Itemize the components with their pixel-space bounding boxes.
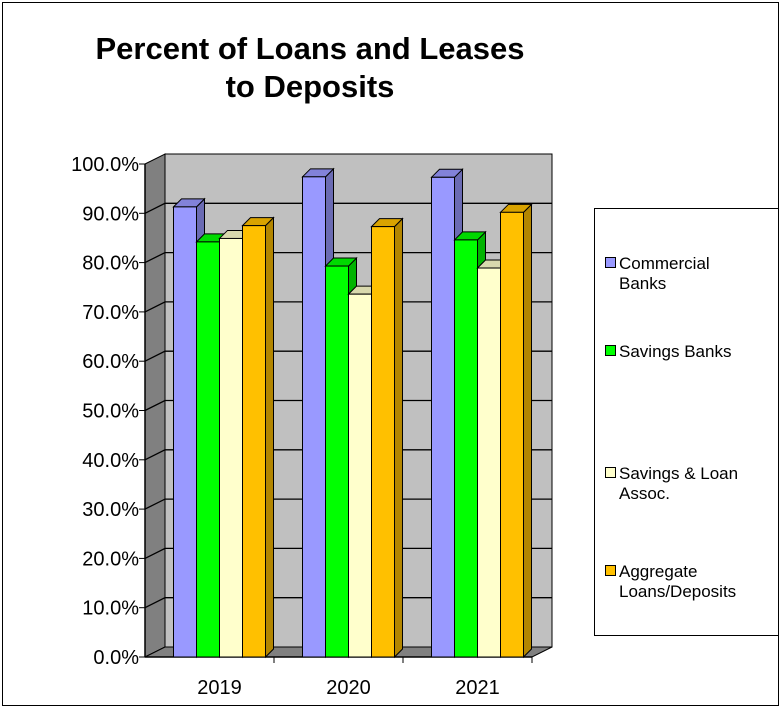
y-tick-label: 10.0% (82, 598, 139, 620)
x-tick-label: 2020 (326, 677, 371, 699)
legend-label-line: Loans/Deposits (619, 582, 737, 601)
legend-item: Aggregate Loans/Deposits (605, 562, 736, 601)
bar-front (500, 211, 524, 658)
legend-label: Savings & Loan Assoc. (619, 464, 779, 504)
bar-front (219, 237, 243, 658)
legend-label: Savings Banks (619, 342, 779, 362)
gridline (144, 449, 552, 461)
y-tick-label: 0.0% (93, 647, 139, 669)
y-tick-label: 70.0% (82, 302, 139, 324)
gridline (144, 202, 552, 214)
legend-label-line: Commercial (619, 254, 710, 273)
bar-2021-aggregate-loans-deposits (499, 203, 533, 659)
legend-label: Aggregate Loans/Deposits (619, 562, 779, 602)
bar-side (523, 203, 532, 659)
y-tick-label: 100.0% (71, 154, 139, 176)
y-tick-label: 50.0% (82, 401, 139, 423)
gridline (144, 301, 552, 313)
legend-swatch (605, 345, 616, 356)
gridline (144, 547, 552, 559)
legend-swatch (605, 467, 616, 478)
bar-front (302, 176, 326, 658)
y-tick-label: 30.0% (82, 499, 139, 521)
bar-front (477, 267, 501, 658)
bar-front (196, 241, 220, 658)
y-tick-label: 40.0% (82, 450, 139, 472)
gridline (144, 399, 552, 412)
gridline (144, 251, 552, 264)
legend-item: Commercial Banks (605, 254, 710, 293)
legend: Commercial Banks Savings Banks Savings & Lo… (594, 208, 779, 636)
chart-title-line-2: to Deposits (225, 69, 395, 104)
bar-side (265, 216, 274, 659)
bar-2020-aggregate-loans-deposits (370, 217, 404, 659)
gridline (144, 597, 552, 609)
x-tick-label: 2021 (455, 677, 500, 699)
bar-side (394, 217, 403, 659)
bar-front (454, 239, 478, 658)
legend-label: Commercial Banks (619, 254, 779, 294)
legend-item: Savings & Loan Assoc. (605, 464, 738, 503)
legend-label-line: Banks (619, 274, 667, 293)
bar-front (371, 226, 395, 658)
legend-label-line: Aggregate (619, 562, 698, 581)
gridline (144, 350, 552, 362)
x-tick-label: 2019 (197, 677, 242, 699)
legend-swatch (605, 257, 616, 268)
legend-item: Savings Banks (605, 342, 731, 362)
y-tick-label: 80.0% (82, 253, 139, 275)
y-tick-label: 90.0% (82, 203, 139, 225)
legend-label-line: Savings & Loan (619, 464, 739, 483)
y-tick-label: 20.0% (82, 548, 139, 570)
bar-front (431, 176, 455, 658)
bar-2019-aggregate-loans-deposits (241, 216, 275, 659)
bar-front (173, 206, 197, 658)
gridline (144, 498, 552, 510)
bar-front (325, 265, 349, 658)
chart-title-line-1: Percent of Loans and Leases (95, 31, 525, 66)
bar-front (242, 225, 266, 658)
y-tick-label: 60.0% (82, 351, 139, 373)
chart-title: Percent of Loans and Leases to Deposits (0, 30, 620, 106)
legend-swatch (605, 565, 616, 576)
bar-front (348, 293, 372, 658)
legend-label-line: Savings Banks (619, 342, 732, 361)
legend-label-line: Assoc. (619, 484, 671, 503)
